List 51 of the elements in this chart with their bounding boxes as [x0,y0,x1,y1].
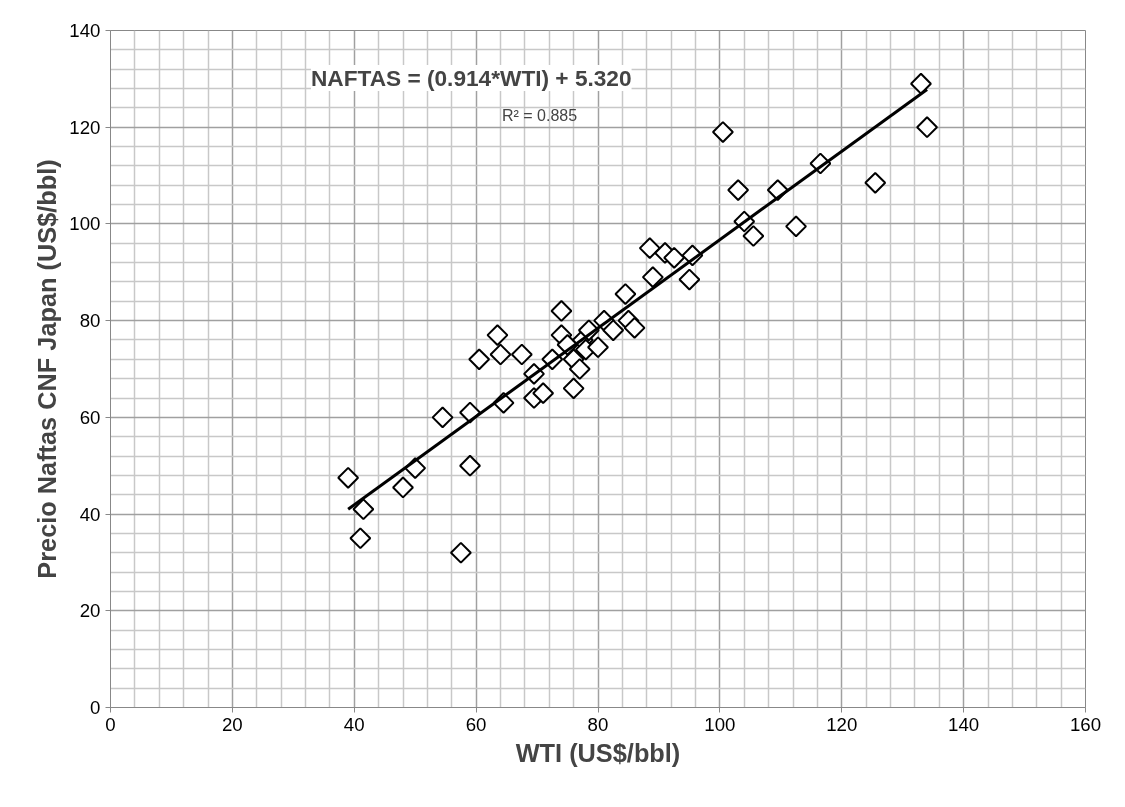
x-axis-title: WTI (US$/bbl) [515,738,681,767]
point [678,268,701,291]
annotation: R² = 0.885 [501,106,578,124]
point [352,498,375,521]
point [638,237,661,260]
point [864,171,887,194]
x-tick-label: 80 [587,713,609,735]
annotation: NAFTAS = (0.914*WTI) + 5.320 [310,64,632,91]
point [562,377,585,400]
point [489,343,512,366]
y-tick-label: 20 [79,600,101,622]
point [916,116,938,139]
x-tick-label: 0 [105,713,116,735]
y-tick-label: 60 [79,406,101,428]
y-tick-label: 120 [69,116,101,138]
point [550,300,573,322]
x-tick-label: 100 [704,713,736,735]
point [392,476,414,499]
x-tick-label: 160 [1069,713,1102,735]
x-tick-label: 140 [948,713,980,735]
x-tick-label: 120 [826,713,858,735]
point [431,406,454,429]
x-tick-label: 60 [465,713,487,735]
point [785,215,807,238]
y-tick-label: 40 [79,503,101,525]
y-tick-label: 80 [79,310,101,332]
point [602,319,625,342]
point [349,527,372,550]
y-tick-label: 0 [90,697,101,718]
x-tick-label: 40 [343,713,365,735]
point [614,283,637,305]
point [727,179,750,201]
point [712,121,734,143]
point [641,266,664,289]
point [910,72,932,95]
x-tick-label: 20 [222,713,243,735]
point [449,541,472,564]
y-tick-label: 140 [69,20,101,41]
point [587,336,609,359]
point [486,324,509,347]
point [532,382,555,405]
y-axis-title: Precio Naftas CNF Japan (US$/bbl) [33,159,62,579]
point [568,358,591,380]
point [459,454,481,477]
point [468,348,491,371]
point [623,317,646,339]
point [663,246,686,269]
point [742,225,765,247]
point [510,343,533,366]
y-tick-label: 100 [69,213,101,235]
point [337,466,360,489]
